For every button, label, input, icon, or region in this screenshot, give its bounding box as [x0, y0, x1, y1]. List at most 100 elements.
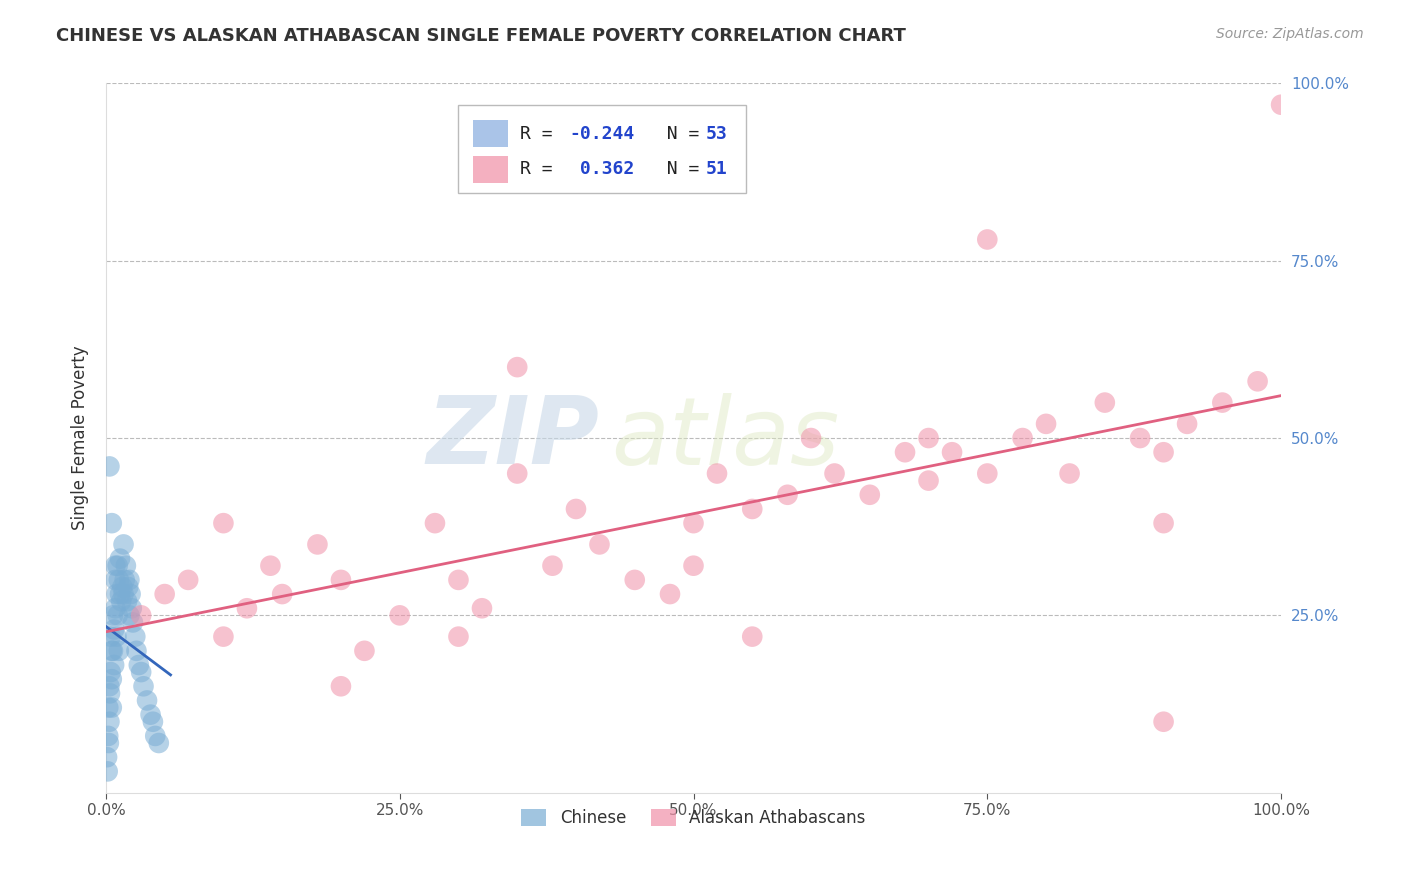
Alaskan Athabascans: [917, 431, 939, 445]
Chinese: [108, 587, 131, 601]
Alaskan Athabascans: [1035, 417, 1057, 431]
Alaskan Athabascans: [706, 467, 728, 481]
Alaskan Athabascans: [177, 573, 200, 587]
Alaskan Athabascans: [271, 587, 294, 601]
Chinese: [118, 573, 141, 587]
Chinese: [100, 665, 122, 679]
Chinese: [112, 537, 135, 551]
Chinese: [97, 700, 120, 714]
Text: N =: N =: [645, 161, 710, 178]
Chinese: [104, 558, 127, 573]
Alaskan Athabascans: [824, 467, 846, 481]
FancyBboxPatch shape: [472, 156, 508, 183]
Text: CHINESE VS ALASKAN ATHABASCAN SINGLE FEMALE POVERTY CORRELATION CHART: CHINESE VS ALASKAN ATHABASCAN SINGLE FEM…: [56, 27, 905, 45]
Alaskan Athabascans: [212, 630, 235, 644]
Chinese: [122, 615, 145, 630]
Alaskan Athabascans: [588, 537, 610, 551]
Alaskan Athabascans: [329, 679, 352, 693]
Alaskan Athabascans: [447, 573, 470, 587]
Alaskan Athabascans: [388, 608, 411, 623]
Alaskan Athabascans: [471, 601, 494, 615]
Chinese: [101, 516, 124, 530]
Alaskan Athabascans: [1175, 417, 1198, 431]
Alaskan Athabascans: [1153, 714, 1175, 729]
Alaskan Athabascans: [741, 502, 763, 516]
Legend: Chinese, Alaskan Athabascans: Chinese, Alaskan Athabascans: [515, 803, 872, 834]
Text: N =: N =: [645, 125, 710, 143]
Chinese: [142, 714, 165, 729]
Chinese: [96, 750, 118, 764]
Alaskan Athabascans: [1011, 431, 1033, 445]
Alaskan Athabascans: [682, 516, 704, 530]
Chinese: [136, 693, 159, 707]
Alaskan Athabascans: [1059, 467, 1081, 481]
Alaskan Athabascans: [917, 474, 939, 488]
Alaskan Athabascans: [1094, 395, 1116, 409]
Alaskan Athabascans: [506, 467, 529, 481]
Y-axis label: Single Female Poverty: Single Female Poverty: [72, 346, 89, 531]
Text: -0.244: -0.244: [569, 125, 634, 143]
Chinese: [101, 672, 124, 686]
Alaskan Athabascans: [129, 608, 152, 623]
Alaskan Athabascans: [153, 587, 176, 601]
Chinese: [105, 630, 128, 644]
Chinese: [97, 729, 120, 743]
Alaskan Athabascans: [976, 467, 998, 481]
Chinese: [117, 580, 139, 594]
Chinese: [120, 587, 142, 601]
Alaskan Athabascans: [741, 630, 763, 644]
Chinese: [148, 736, 170, 750]
Chinese: [124, 630, 146, 644]
Alaskan Athabascans: [682, 558, 704, 573]
Alaskan Athabascans: [623, 573, 645, 587]
Alaskan Athabascans: [1246, 374, 1268, 388]
Chinese: [98, 686, 121, 700]
Alaskan Athabascans: [329, 573, 352, 587]
Chinese: [98, 679, 121, 693]
Chinese: [97, 736, 120, 750]
Alaskan Athabascans: [353, 644, 375, 658]
Chinese: [104, 573, 127, 587]
Text: R =: R =: [520, 125, 562, 143]
Chinese: [110, 594, 132, 608]
Chinese: [125, 644, 148, 658]
Alaskan Athabascans: [776, 488, 799, 502]
Chinese: [139, 707, 162, 722]
Text: Source: ZipAtlas.com: Source: ZipAtlas.com: [1216, 27, 1364, 41]
Alaskan Athabascans: [541, 558, 564, 573]
Alaskan Athabascans: [1270, 97, 1292, 112]
Alaskan Athabascans: [212, 516, 235, 530]
Chinese: [104, 601, 127, 615]
Chinese: [103, 623, 125, 637]
Alaskan Athabascans: [236, 601, 259, 615]
Chinese: [105, 587, 128, 601]
Chinese: [98, 459, 121, 474]
Alaskan Athabascans: [1153, 445, 1175, 459]
Chinese: [98, 714, 121, 729]
Text: atlas: atlas: [612, 392, 839, 483]
Alaskan Athabascans: [423, 516, 446, 530]
Chinese: [132, 679, 155, 693]
Alaskan Athabascans: [506, 360, 529, 375]
Chinese: [111, 580, 134, 594]
Chinese: [108, 573, 131, 587]
Alaskan Athabascans: [800, 431, 823, 445]
Alaskan Athabascans: [859, 488, 882, 502]
Text: 0.362: 0.362: [569, 161, 634, 178]
Alaskan Athabascans: [307, 537, 329, 551]
Chinese: [108, 551, 131, 566]
Alaskan Athabascans: [1211, 395, 1233, 409]
Chinese: [129, 665, 152, 679]
Chinese: [101, 700, 124, 714]
Chinese: [118, 608, 141, 623]
Chinese: [112, 587, 135, 601]
Chinese: [114, 573, 136, 587]
Alaskan Athabascans: [1153, 516, 1175, 530]
Text: ZIP: ZIP: [426, 392, 599, 484]
FancyBboxPatch shape: [458, 104, 747, 194]
Alaskan Athabascans: [659, 587, 682, 601]
Alaskan Athabascans: [976, 232, 998, 246]
Chinese: [115, 594, 138, 608]
Chinese: [107, 558, 129, 573]
Chinese: [101, 644, 124, 658]
